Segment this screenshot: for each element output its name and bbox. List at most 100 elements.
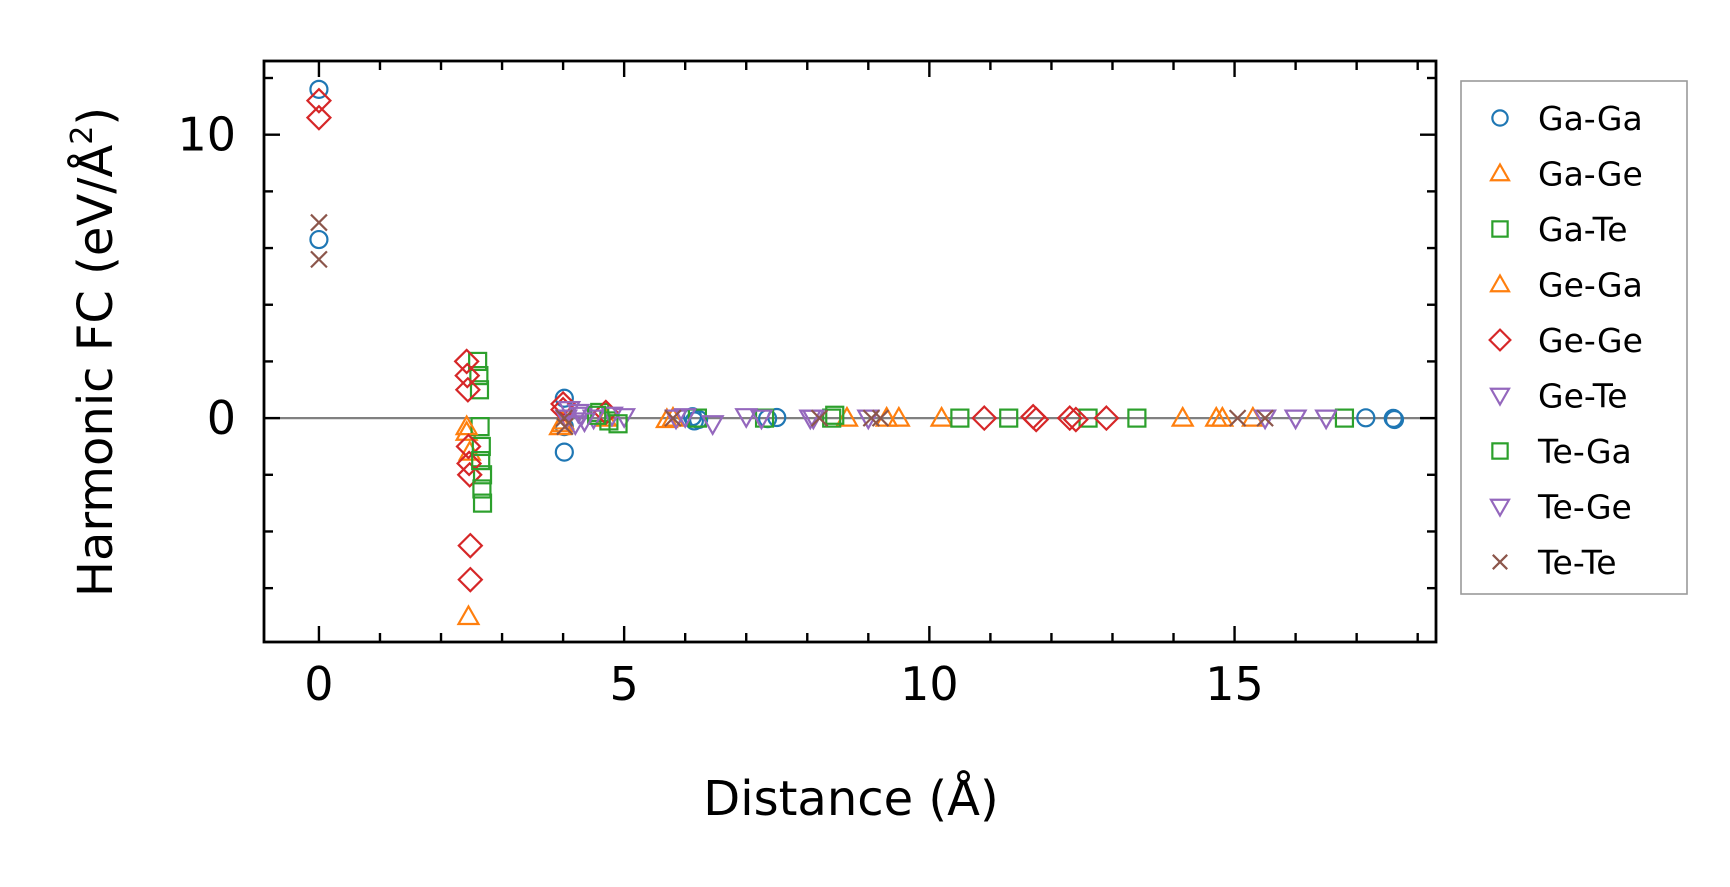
data-point-ge-ge (455, 433, 482, 460)
data-point-ga-te (825, 405, 845, 425)
legend: Ga-Ga Ga-Ge Ga-Te Ge-Ga Ge-Ge Ge-Te Te-Ga Te-Ge… (1460, 80, 1688, 595)
x-axis-label: Distance (Å) (703, 770, 998, 827)
x-tick-label: 10 (900, 657, 959, 711)
legend-marker-te-ge (1489, 498, 1511, 518)
data-point-ge-ga (454, 414, 479, 436)
data-point-ge-ge (456, 461, 483, 488)
series-te-te (310, 213, 1274, 436)
data-point-te-ge (1253, 409, 1277, 431)
data-point-ge-te (673, 408, 698, 429)
data-point-ga-te (469, 365, 489, 386)
legend-marker-te-te (1492, 554, 1508, 570)
legend-label: Ge-Te (1538, 377, 1628, 416)
data-point-ge-ge (1062, 406, 1089, 433)
legend-label: Ga-Ga (1538, 99, 1643, 138)
data-point-te-te (556, 417, 574, 436)
data-point-ga-te (999, 408, 1019, 428)
data-point-ga-ge (886, 405, 911, 427)
data-point-te-ga (472, 493, 493, 513)
data-point-ga-te (950, 408, 970, 428)
series-ge-ga (454, 411, 574, 436)
data-point-te-ge (572, 412, 597, 434)
legend-marker-ga-ge (1489, 162, 1511, 182)
data-point-ge-ge (1093, 405, 1120, 432)
data-point-ga-te (472, 465, 493, 485)
data-point-ge-te (734, 408, 759, 429)
labels-layer: Distance (Å) Harmonic FC (eV/Å2) (65, 107, 999, 827)
data-point-te-ge (1283, 409, 1308, 431)
legend-item: Te-Ga (1491, 432, 1632, 471)
legend-label: Te-Te (1537, 543, 1617, 582)
data-point-ga-te (468, 351, 488, 372)
data-point-te-ga (587, 405, 607, 425)
data-point-ga-te (1078, 408, 1098, 428)
data-point-te-te (810, 409, 829, 427)
legend-item: Ge-Ge (1488, 321, 1643, 360)
y-axis-label-exponent: 2 (65, 126, 100, 145)
data-point-ge-ge (454, 376, 481, 403)
data-point-ga-ga (1384, 409, 1405, 430)
data-point-te-te (310, 213, 328, 232)
data-point-te-te (1228, 409, 1247, 427)
data-point-ge-ge (454, 362, 481, 389)
data-point-ge-ge (1023, 406, 1050, 433)
data-point-ge-ge (453, 348, 480, 375)
legend-item: Ga-Ga (1491, 99, 1643, 138)
data-point-ga-te (469, 380, 490, 400)
legend-item: Te-Ge (1489, 488, 1632, 527)
y-tick-label: 0 (207, 391, 236, 445)
data-point-ge-te (700, 415, 725, 436)
data-point-ga-ge (1170, 405, 1195, 427)
data-point-ge-ge (305, 87, 332, 114)
data-point-ga-te (822, 408, 842, 428)
y-tick-label: 10 (177, 108, 236, 162)
data-point-te-ga (608, 414, 628, 434)
data-point-te-ge (1314, 409, 1339, 431)
data-point-ga-ga (1356, 408, 1376, 428)
y-axis-label-prefix: Harmonic FC (eV/Å (67, 145, 124, 598)
data-point-ga-te (1127, 408, 1147, 428)
legend-item: Ge-Ga (1489, 266, 1643, 305)
x-tick-label: 0 (304, 657, 333, 711)
legend-label: Te-Ge (1537, 488, 1632, 527)
data-point-ga-ge (661, 405, 685, 427)
data-point-te-ga (471, 451, 491, 471)
legend-label: Ga-Ge (1538, 155, 1643, 194)
data-point-ge-ge (457, 566, 484, 593)
data-point-ge-ga (549, 411, 574, 433)
data-point-ge-te (600, 406, 624, 428)
data-point-te-te (871, 409, 890, 427)
data-point-ge-te (612, 408, 637, 429)
series-te-ge (554, 403, 1339, 434)
legend-item: Te-Te (1492, 543, 1617, 582)
x-tick-label: 5 (610, 657, 639, 711)
y-axis-label: Harmonic FC (eV/Å2) (65, 107, 124, 597)
legend-item: Ga-Te (1491, 210, 1628, 249)
data-point-te-te (1256, 409, 1274, 427)
legend-marker-ga-ga (1491, 109, 1509, 127)
data-point-ge-te (749, 409, 774, 431)
data-point-ge-ge (457, 532, 484, 559)
data-point-ga-ga (309, 79, 329, 99)
data-point-ga-ga (309, 229, 329, 250)
data-point-ga-ge (456, 604, 481, 626)
data-point-ge-ge (971, 405, 998, 432)
data-point-ga-ge (929, 405, 954, 427)
legend-label: Ge-Ga (1538, 266, 1643, 305)
data-point-te-te (664, 409, 682, 427)
data-point-te-ga (472, 479, 492, 499)
plot-frame (262, 59, 1438, 644)
legend-marker-te-ga (1491, 442, 1509, 460)
legend-label: Ga-Te (1538, 210, 1628, 249)
legend-marker-ga-te (1491, 220, 1509, 238)
series-te-ga (471, 405, 628, 513)
data-point-te-te (310, 250, 328, 269)
legend-item: Ga-Ge (1489, 155, 1643, 194)
legend-marker-ge-ga (1489, 273, 1511, 293)
data-point-ge-ge (305, 104, 332, 131)
legend-label: Ge-Ge (1538, 321, 1643, 360)
data-point-ge-ge (456, 450, 483, 477)
